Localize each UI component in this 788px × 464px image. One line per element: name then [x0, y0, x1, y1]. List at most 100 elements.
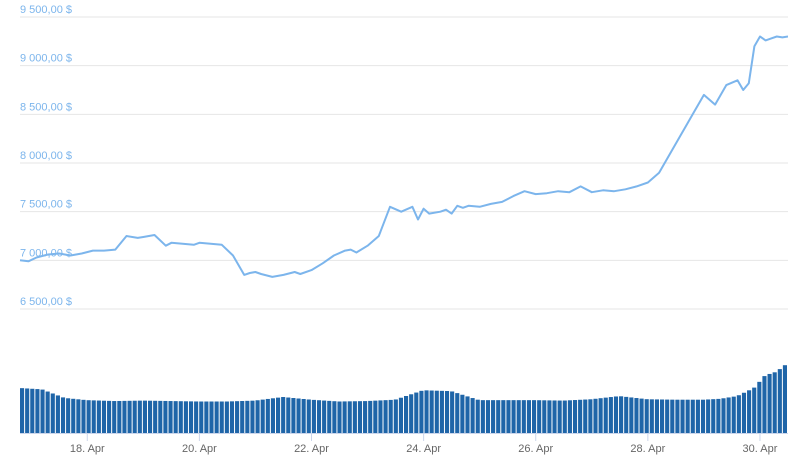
volume-bar [439, 390, 444, 433]
volume-bar [501, 400, 506, 433]
volume-bar [782, 365, 787, 433]
x-tick-label: 28. Apr [630, 443, 665, 455]
volume-bar [424, 390, 429, 433]
y-tick-label: 9 500,00 $ [20, 4, 72, 16]
volume-bar [368, 400, 373, 433]
volume-bar [250, 400, 255, 433]
volume-bar [521, 400, 526, 433]
volume-bar [316, 400, 322, 433]
volume-bar [444, 391, 450, 433]
volume-bar [25, 388, 30, 433]
volume-bar [322, 400, 327, 433]
volume-bar [572, 400, 578, 433]
volume-bar [619, 396, 624, 433]
volume-bar [50, 393, 55, 433]
volume-bar [71, 398, 76, 433]
volume-bar [496, 400, 501, 433]
x-tick-label: 18. Apr [70, 443, 105, 455]
x-tick-label: 20. Apr [182, 443, 217, 455]
volume-bar [526, 400, 531, 433]
volume-bar [142, 400, 147, 433]
volume-bar [603, 397, 608, 433]
volume-bar [363, 401, 368, 433]
volume-bar [245, 400, 250, 433]
volume-bar [137, 400, 142, 433]
volume-bar [634, 398, 639, 433]
volume-bar [480, 400, 485, 433]
volume-bar [670, 399, 675, 433]
volume-bar [639, 398, 644, 433]
volume-bar [762, 376, 767, 433]
volume-bar [588, 399, 593, 433]
volume-bar [455, 393, 460, 433]
volume-bar [736, 395, 741, 433]
volume-bar [506, 400, 511, 433]
volume-bar [511, 400, 516, 433]
volume-bar [532, 400, 537, 433]
volume-bar [337, 401, 342, 433]
volume-bar [101, 400, 107, 433]
volume-bar [547, 400, 552, 433]
volume-bar [132, 400, 137, 433]
volume-bar [357, 401, 363, 433]
volume-bar [229, 401, 235, 433]
volume-bar [347, 401, 352, 433]
volume-bar [281, 397, 286, 433]
volume-bar [665, 399, 670, 433]
volume-bar [767, 373, 772, 433]
volume-bar [680, 399, 685, 433]
volume-bar [60, 397, 66, 433]
volume-bar [204, 401, 209, 433]
volume-bar [537, 400, 542, 433]
y-tick-label: 7 000,00 $ [20, 247, 72, 259]
volume-bar [214, 401, 219, 433]
volume-bar [127, 400, 132, 433]
volume-bar [721, 398, 726, 433]
volume-bar [404, 396, 409, 433]
volume-bar [598, 398, 603, 433]
volume-bar [711, 399, 716, 433]
volume-bar [583, 399, 588, 433]
volume-bar [30, 388, 35, 433]
volume-bar [270, 398, 275, 433]
volume-bar [224, 401, 229, 433]
volume-bar [644, 399, 649, 433]
volume-bar [777, 369, 782, 433]
volume-bar [91, 400, 96, 433]
volume-bar [209, 401, 214, 433]
volume-bar [219, 401, 224, 433]
volume-bar [291, 398, 296, 433]
volume-bar [255, 400, 260, 433]
volume-bar [66, 398, 71, 433]
volume-bar [429, 390, 434, 433]
volume-bar [148, 400, 153, 433]
volume-bar [731, 396, 736, 433]
volume-bar [660, 399, 665, 433]
volume-bar [296, 398, 301, 433]
volume-bar [654, 399, 659, 433]
volume-bar [562, 400, 567, 433]
y-tick-label: 9 000,00 $ [20, 53, 72, 65]
volume-bar [757, 381, 762, 433]
volume-bar [716, 398, 721, 433]
volume-bar [690, 399, 695, 433]
volume-bar [552, 400, 557, 433]
volume-bar [567, 400, 572, 433]
volume-bar [107, 400, 112, 433]
volume-bar [20, 388, 25, 433]
volume-bar [388, 399, 393, 433]
price-line [19, 35, 788, 278]
volume-bar [235, 401, 240, 433]
volume-bar [695, 399, 700, 433]
volume-bar [383, 400, 388, 433]
y-tick-label: 6 500,00 $ [20, 296, 72, 308]
volume-bar [772, 372, 777, 433]
volume-bar [178, 401, 183, 433]
volume-bar [557, 400, 562, 433]
volume-bar [153, 400, 158, 433]
y-tick-label: 8 000,00 $ [20, 150, 72, 162]
volume-bar [752, 387, 757, 433]
volume-bar [311, 399, 316, 433]
volume-bar [327, 400, 332, 433]
